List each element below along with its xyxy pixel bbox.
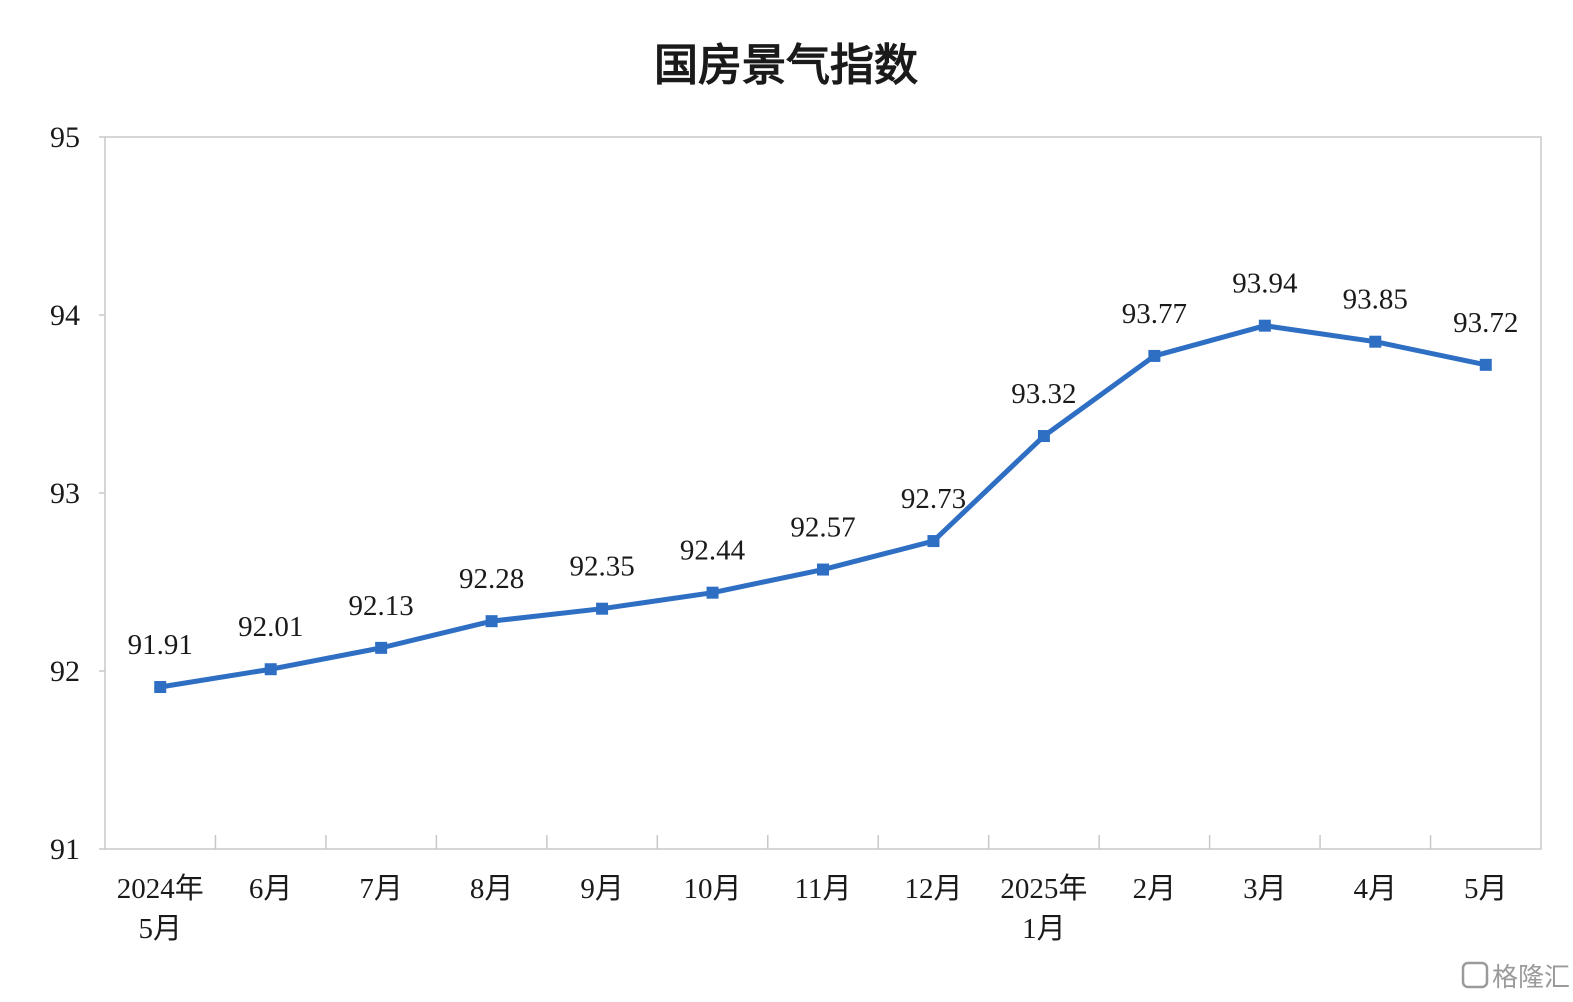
data-point-marker <box>706 586 719 599</box>
data-point-marker <box>927 535 940 548</box>
chart-title: 国房景气指数 <box>654 40 918 91</box>
data-point-marker <box>264 663 277 676</box>
y-axis: 95 94 93 92 91 <box>50 121 105 866</box>
x-tick-label-line: 11月 <box>795 873 852 905</box>
gelonghui-logo-icon <box>1461 961 1489 989</box>
data-label: 92.28 <box>459 563 524 595</box>
watermark-text: 格隆汇 <box>1492 963 1570 993</box>
x-tick-label: 7月 <box>359 873 403 905</box>
data-label: 92.57 <box>790 512 855 544</box>
x-tick-label: 6月 <box>249 873 293 905</box>
x-tick-label-line: 6月 <box>249 873 293 905</box>
series-layer <box>154 319 1492 694</box>
data-label: 92.73 <box>901 483 966 515</box>
data-point-marker <box>485 615 498 628</box>
x-tick-label-line: 12月 <box>904 873 962 905</box>
data-label: 93.94 <box>1232 268 1298 300</box>
y-tick-label: 94 <box>50 299 80 332</box>
x-tick-label: 8月 <box>470 873 514 905</box>
data-label: 92.01 <box>238 611 303 643</box>
x-tick-label: 2025年 1月 <box>1000 872 1087 945</box>
data-point-marker <box>1037 430 1050 443</box>
data-point-marker <box>596 602 609 615</box>
data-label: 93.85 <box>1343 284 1408 316</box>
data-label: 91.91 <box>128 629 193 661</box>
x-tick-label-line: 3月 <box>1243 873 1287 905</box>
x-tick-label: 9月 <box>580 873 624 905</box>
x-axis: 2024年 5月 6月 7月 8月 9月 10月 11月 12月 2025年 1月 2月 3月 4月 5月 <box>117 835 1508 945</box>
x-tick-label: 2月 <box>1133 873 1177 905</box>
x-tick-label-line: 2月 <box>1133 873 1177 905</box>
watermark: 格隆汇 <box>1461 961 1570 993</box>
series-line <box>157 323 1489 690</box>
data-point-marker <box>1369 335 1382 348</box>
y-tick-label: 93 <box>50 477 80 510</box>
x-tick-label: 2024年 5月 <box>117 872 204 945</box>
x-tick-label-line: 4月 <box>1354 873 1398 905</box>
x-tick-label-line: 1月 <box>1022 913 1066 945</box>
x-tick-label: 10月 <box>684 873 742 905</box>
x-tick-label: 4月 <box>1354 873 1398 905</box>
y-tick-label: 91 <box>50 833 80 866</box>
x-tick-label: 3月 <box>1243 873 1287 905</box>
data-label: 93.32 <box>1011 378 1076 410</box>
y-tick-label: 92 <box>50 655 80 688</box>
data-label: 93.72 <box>1453 307 1518 339</box>
data-point-marker <box>1148 349 1161 362</box>
x-tick-label-line: 10月 <box>684 873 742 905</box>
data-labels: 91.91 92.01 92.13 92.28 92.35 92.44 92.57 92.73… <box>128 268 1519 661</box>
x-tick-label-line: 9月 <box>580 873 624 905</box>
x-tick-label: 12月 <box>904 873 962 905</box>
data-label: 92.44 <box>680 535 746 567</box>
data-label: 92.35 <box>569 551 634 583</box>
plot-frame <box>104 136 1542 850</box>
data-point-marker <box>154 681 167 694</box>
x-tick-label-line: 7月 <box>359 873 403 905</box>
data-point-marker <box>375 641 388 654</box>
x-tick-label-line: 8月 <box>470 873 514 905</box>
x-tick-label: 11月 <box>795 873 852 905</box>
x-tick-label-line: 2025年 <box>1000 872 1087 905</box>
data-point-marker <box>1258 319 1271 332</box>
data-label: 93.77 <box>1122 298 1187 330</box>
x-tick-label: 5月 <box>1464 873 1508 905</box>
x-tick-label-line: 5月 <box>1464 873 1508 905</box>
x-tick-label-line: 5月 <box>138 913 182 945</box>
data-point-marker <box>817 563 829 576</box>
x-tick-label-line: 2024年 <box>117 872 204 905</box>
data-point-marker <box>1479 358 1492 371</box>
data-label: 92.13 <box>349 590 414 622</box>
y-tick-label: 95 <box>50 121 80 154</box>
